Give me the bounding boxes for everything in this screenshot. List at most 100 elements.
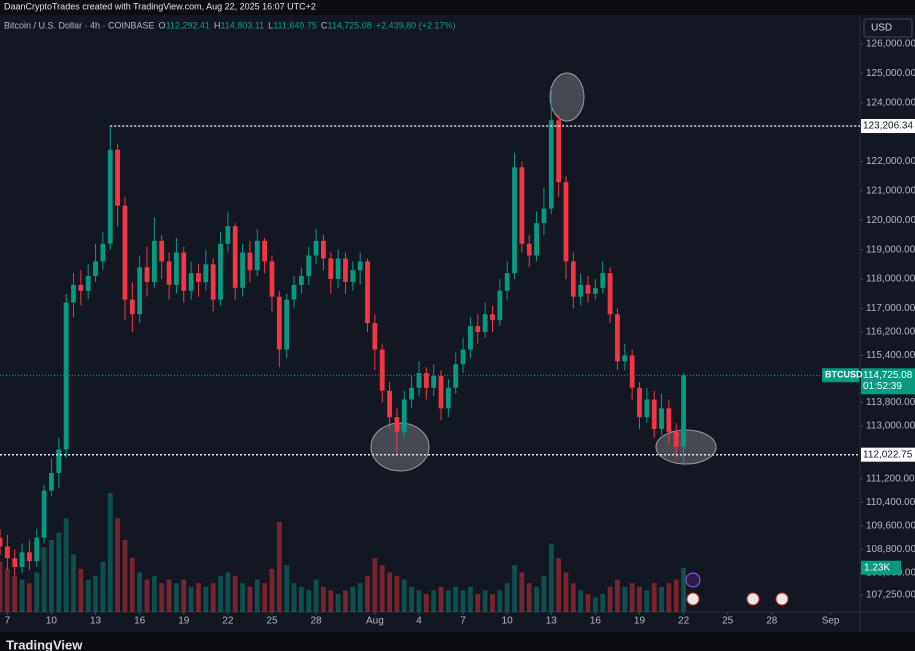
candle-body xyxy=(107,149,113,244)
volume-bar xyxy=(666,583,672,612)
volume-bar xyxy=(629,583,635,612)
candle-body xyxy=(607,273,613,315)
volume-bar xyxy=(49,540,54,612)
candle-body xyxy=(335,258,341,280)
x-tick-label: 7 xyxy=(5,616,11,627)
candle-body xyxy=(254,240,260,271)
candle-body xyxy=(225,226,231,244)
candle-body xyxy=(453,364,459,388)
volume-label: 1.23K xyxy=(864,562,890,573)
candle-body xyxy=(482,314,488,332)
candle-body xyxy=(445,387,451,409)
current-price-label: 114,725.08 xyxy=(863,370,913,381)
candle-body xyxy=(196,273,201,282)
candle-body xyxy=(49,472,54,491)
candle-body xyxy=(313,240,319,256)
symbol-tag xyxy=(822,368,859,383)
currency-box[interactable] xyxy=(863,18,913,38)
volume-bar xyxy=(615,579,620,612)
volume-bar xyxy=(254,579,260,612)
volume-bar xyxy=(129,558,135,612)
volume-bar xyxy=(335,594,341,612)
volume-bar xyxy=(409,586,415,612)
event-icon[interactable] xyxy=(746,592,760,606)
volume-tag xyxy=(861,560,901,575)
change: +2,439.80 (+2.17%) xyxy=(376,20,456,30)
symbol: Bitcoin / U.S. Dollar · 4h · COINBASE xyxy=(4,20,155,30)
currency: USD xyxy=(871,23,892,34)
volume-bar xyxy=(93,576,98,612)
volume-bar xyxy=(622,586,628,612)
ohlc-value: 111,649.75 xyxy=(273,20,317,30)
volume-bar xyxy=(673,579,679,612)
highlight-ellipse xyxy=(655,429,717,465)
candle-body xyxy=(637,387,642,418)
candle-body xyxy=(232,226,238,288)
candle-body xyxy=(276,296,282,350)
volume-bar xyxy=(431,590,437,612)
volume-bar xyxy=(41,547,47,612)
candle-body xyxy=(56,449,62,473)
candle-body xyxy=(622,355,628,362)
event-icon[interactable] xyxy=(686,592,700,606)
y-tick-label: 113,000.00 xyxy=(866,421,915,432)
volume-bar xyxy=(144,579,150,612)
volume-bar xyxy=(394,576,400,612)
volume-bar xyxy=(644,590,650,612)
volume-bar xyxy=(218,576,223,612)
volume-bar xyxy=(438,586,444,612)
candle-body xyxy=(534,223,539,256)
candle-body xyxy=(541,208,547,224)
y-tick-label: 124,000.00 xyxy=(866,97,915,108)
highlight-ellipse xyxy=(549,72,585,122)
candle-body xyxy=(137,267,143,315)
candle-body xyxy=(387,390,392,418)
attribution: DaanCryptoTrades created with TradingVie… xyxy=(4,1,316,11)
volume-bar xyxy=(490,594,495,612)
x-tick-label: 13 xyxy=(90,616,102,627)
candle-body xyxy=(504,273,510,291)
volume-bar xyxy=(534,586,539,612)
candle-body xyxy=(115,149,120,206)
candle-body xyxy=(218,243,223,300)
candle-body xyxy=(512,167,517,274)
volume-bar xyxy=(541,576,547,612)
y-tick-label: 122,000.00 xyxy=(866,156,915,167)
candle-body xyxy=(291,284,297,300)
candle-body xyxy=(644,399,650,418)
candle-body xyxy=(629,355,635,388)
volume-bar xyxy=(365,576,370,612)
candle-body xyxy=(174,252,179,285)
volume-bar xyxy=(570,583,576,612)
volume-bar xyxy=(27,583,32,612)
x-tick-label: Sep xyxy=(822,616,840,627)
candle-body xyxy=(615,314,620,362)
top-bar xyxy=(0,0,915,15)
level-tag xyxy=(861,447,915,462)
candle-body xyxy=(188,273,194,291)
candle-body xyxy=(490,314,495,321)
volume-bar xyxy=(107,493,113,612)
volume-bar xyxy=(416,590,422,612)
volume-bar xyxy=(262,583,268,612)
candle-body xyxy=(372,323,378,350)
volume-bar xyxy=(306,590,312,612)
x-tick-label: 10 xyxy=(502,616,514,627)
volume-bar xyxy=(482,590,488,612)
x-tick-label: 4 xyxy=(416,616,422,627)
x-tick-label: 22 xyxy=(222,616,234,627)
volume-bar xyxy=(556,558,562,612)
price-tag xyxy=(861,368,915,395)
volume-bar xyxy=(637,586,642,612)
y-tick-label: 119,000.00 xyxy=(866,244,915,255)
x-tick-label: 16 xyxy=(134,616,146,627)
countdown: 01:52:39 xyxy=(863,381,902,392)
candle-body xyxy=(431,376,437,388)
volume-bar xyxy=(343,590,348,612)
candle-body xyxy=(321,240,326,259)
volume-bar xyxy=(592,597,598,612)
event-icon[interactable] xyxy=(775,592,789,606)
event-icon[interactable] xyxy=(685,572,701,588)
